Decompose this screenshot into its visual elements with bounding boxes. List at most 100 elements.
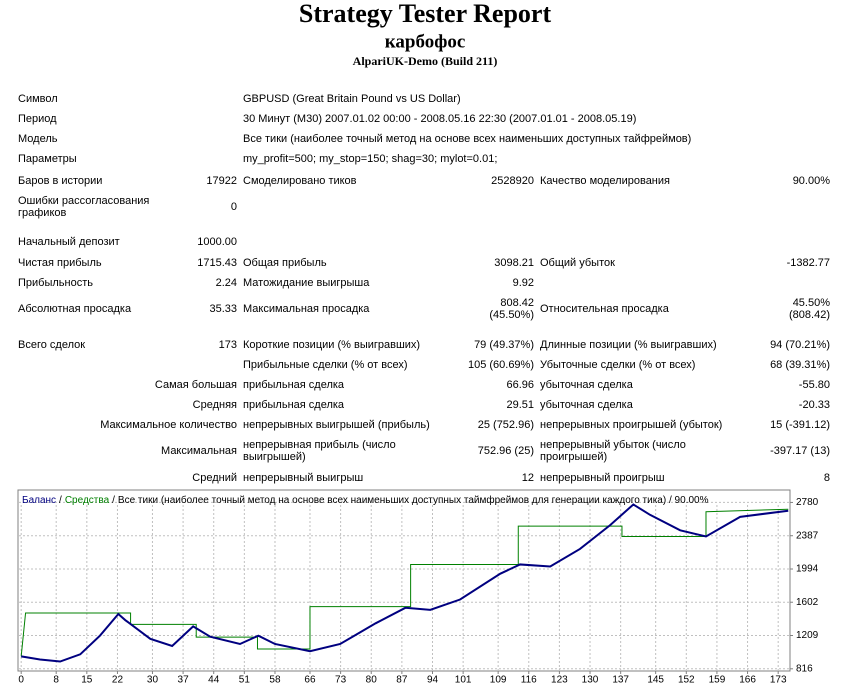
table-cell: Модель: [18, 133, 58, 145]
table-cell: Символ: [18, 93, 58, 105]
table-cell: Баров в истории: [18, 175, 102, 187]
chart-subtitle: Все тики (наиболее точный метод на основ…: [118, 494, 709, 506]
table-cell: Убыточные сделки (% от всех): [540, 359, 695, 371]
table-cell: 1715.43: [197, 257, 237, 269]
x-tick-label: 15: [81, 675, 93, 686]
table-cell: Все тики (наиболее точный метод на основ…: [243, 133, 691, 145]
x-tick-label: 101: [455, 675, 472, 686]
table-cell: 30 Минут (M30) 2007.01.02 00:00 - 2008.0…: [243, 113, 636, 125]
table-cell: Абсолютная просадка: [18, 303, 132, 315]
table-cell: 752.96 (25): [478, 445, 534, 457]
table-cell: Прибыльные сделки (% от всех): [243, 359, 408, 371]
x-tick-label: 44: [208, 675, 220, 686]
table-cell: прибыльная сделка: [243, 399, 345, 411]
report-title: Strategy Tester Report: [299, 0, 552, 28]
table-cell: 17922: [206, 175, 237, 187]
x-tick-label: 51: [239, 675, 251, 686]
table-cell: my_profit=500; my_stop=150; shag=30; myl…: [243, 153, 497, 165]
table-cell: графиков: [18, 207, 66, 219]
table-cell: непрерывных выигрышей (прибыль): [243, 419, 430, 431]
table-cell: -397.17 (13): [770, 445, 830, 457]
series-line: [21, 503, 789, 663]
table-cell: 45.50%: [793, 297, 831, 309]
table-cell: Средний: [192, 472, 237, 484]
x-tick-label: 0: [18, 675, 24, 686]
table-cell: 9.92: [513, 277, 534, 289]
table-cell: 79 (49.37%): [474, 339, 534, 351]
table-cell: 25 (752.96): [478, 419, 534, 431]
table-cell: 3098.21: [494, 257, 534, 269]
legend-entry: Средства: [65, 495, 110, 506]
table-cell: 90.00%: [793, 175, 831, 187]
table-cell: Смоделировано тиков: [243, 175, 357, 187]
table-cell: 1000.00: [197, 236, 237, 248]
plot-frame: [17, 489, 791, 672]
x-tick-label: 130: [582, 675, 599, 686]
chart-legend: Баланс / Средства / Все тики (наиболее точны…: [22, 494, 709, 506]
x-tick-label: 159: [709, 675, 726, 686]
table-cell: Относительная просадка: [540, 303, 670, 315]
x-tick-label: 87: [396, 675, 408, 686]
table-cell: прибыльная сделка: [243, 379, 345, 391]
table-cell: 808.42: [500, 297, 534, 309]
y-tick-label: 1994: [796, 564, 819, 575]
legend-separator: /: [59, 495, 62, 506]
x-tick-label: 123: [551, 675, 568, 686]
table-cell: выигрышей): [243, 451, 306, 463]
y-tick-label: 2780: [796, 497, 819, 508]
table-cell: 66.96: [506, 379, 534, 391]
y-tick-label: 1209: [796, 630, 819, 641]
table-cell: 68 (39.31%): [770, 359, 830, 371]
legend-entry: Баланс: [22, 495, 56, 506]
table-cell: Ошибки рассогласования: [18, 195, 149, 207]
table-cell: 35.33: [209, 303, 237, 315]
table-cell: Период: [18, 113, 57, 125]
y-tick-label: 2387: [796, 530, 819, 541]
table-cell: Максимальное количество: [100, 419, 237, 431]
table-cell: 2.24: [216, 277, 237, 289]
table-cell: Параметры: [18, 153, 77, 165]
x-tick-label: 173: [770, 675, 787, 686]
table-cell: Средняя: [193, 399, 237, 411]
table-cell: Качество моделирования: [540, 175, 670, 187]
table-cell: Максимальная: [161, 445, 237, 457]
table-cell: непрерывный проигрыш: [540, 472, 665, 484]
x-tick-label: 22: [112, 675, 124, 686]
x-tick-label: 8: [53, 675, 59, 686]
expert-name: карбофос: [385, 31, 466, 52]
table-cell: непрерывных проигрышей (убыток): [540, 419, 722, 431]
table-cell: 12: [522, 472, 534, 484]
table-cell: Прибыльность: [18, 277, 93, 289]
x-tick-label: 30: [147, 675, 159, 686]
table-cell: Длинные позиции (% выигравших): [540, 339, 717, 351]
table-cell: 94 (70.21%): [770, 339, 830, 351]
x-tick-label: 109: [490, 675, 507, 686]
x-tick-label: 145: [647, 675, 664, 686]
table-cell: 0: [231, 201, 237, 213]
table-cell: Начальный депозит: [18, 236, 120, 248]
y-tick-label: 816: [796, 663, 813, 674]
x-tick-label: 73: [335, 675, 347, 686]
x-tick-label: 37: [178, 675, 190, 686]
x-tick-label: 80: [366, 675, 378, 686]
table-cell: Матожидание выигрыша: [243, 277, 370, 289]
table-cell: -1382.77: [787, 257, 830, 269]
table-cell: убыточная сделка: [540, 399, 634, 411]
table-cell: 8: [824, 472, 830, 484]
table-cell: Общая прибыль: [243, 257, 327, 269]
table-cell: проигрышей): [540, 451, 607, 463]
x-tick-label: 166: [739, 675, 756, 686]
table-cell: Всего сделок: [18, 339, 85, 351]
table-cell: непрерывная прибыль (число: [243, 439, 396, 451]
table-cell: Чистая прибыль: [18, 257, 102, 269]
x-tick-label: 152: [678, 675, 695, 686]
table-cell: 15 (-391.12): [770, 419, 830, 431]
table-cell: GBPUSD (Great Britain Pound vs US Dollar…: [243, 93, 461, 105]
table-cell: (808.42): [789, 309, 830, 321]
table-cell: непрерывный убыток (число: [540, 439, 686, 451]
y-tick-label: 1602: [796, 597, 819, 608]
table-cell: непрерывный выигрыш: [243, 472, 363, 484]
x-tick-label: 66: [304, 675, 316, 686]
